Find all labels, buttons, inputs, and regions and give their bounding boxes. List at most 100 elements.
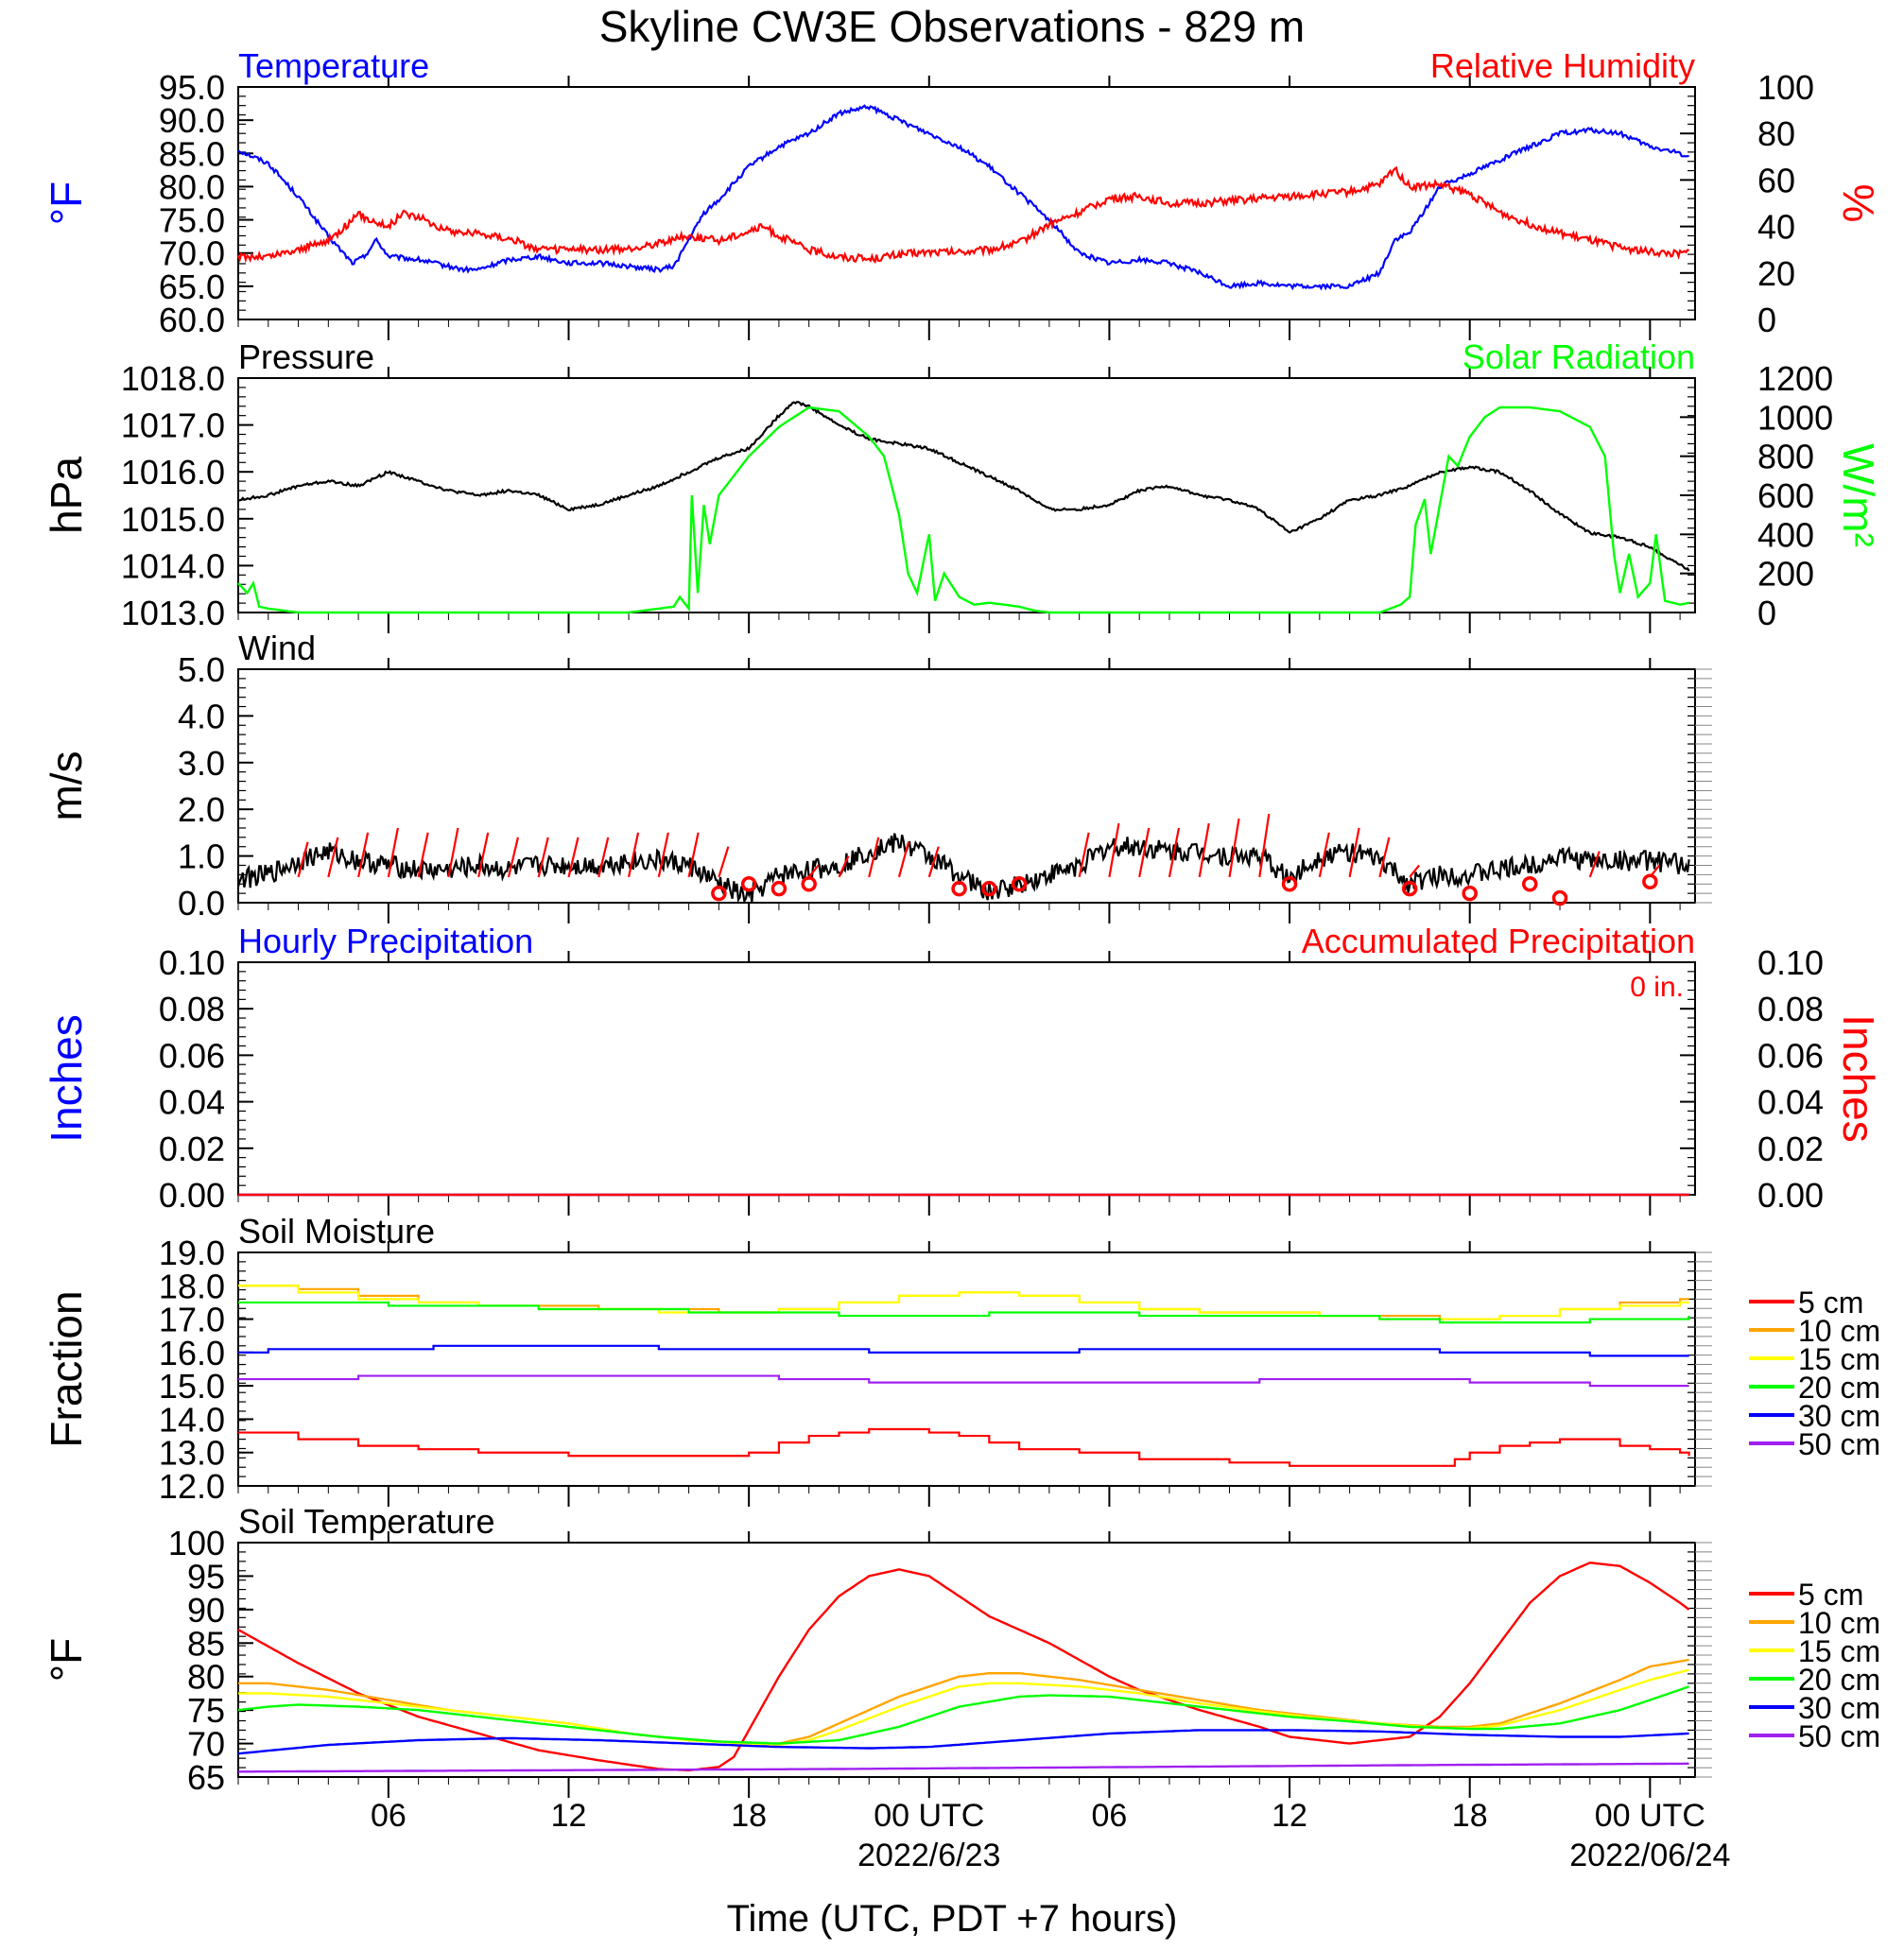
panel-title-right: Solar Radiation [1463, 337, 1695, 376]
wind-barb [1108, 822, 1120, 878]
y-tick-label: 16.0 [159, 1334, 225, 1372]
wind-barb [1588, 851, 1601, 878]
legend-label: 50 cm [1798, 1719, 1880, 1753]
y2-tick-label: 60 [1757, 161, 1795, 199]
plot-frame [237, 668, 1696, 904]
y2-tick-label: 0 [1757, 301, 1776, 339]
legend-label: 10 cm [1798, 1606, 1880, 1640]
panel-title-right: Relative Humidity [1430, 46, 1695, 85]
y-tick-label: 65.0 [159, 267, 225, 306]
wind-barb [718, 846, 730, 878]
panel-title-left: Temperature [238, 46, 429, 85]
y-tick-label: 85.0 [159, 134, 225, 173]
chart-panels: 60.065.070.075.080.085.090.095.0 0 20 40 60 8… [42, 46, 1883, 1798]
y-tick-label: 70.0 [159, 234, 225, 273]
x-tick-label: 18 [731, 1798, 767, 1834]
legend-label: 30 cm [1798, 1399, 1880, 1433]
y-tick-label: 80 [187, 1658, 225, 1697]
calm-marker [1401, 880, 1418, 897]
legend-label: 30 cm [1798, 1691, 1880, 1725]
legend-label: 20 cm [1798, 1663, 1880, 1697]
wind-barb [807, 864, 820, 878]
legend-label: 5 cm [1798, 1578, 1863, 1612]
panel-title-right: Accumulated Precipitation [1302, 922, 1695, 960]
y-tick-label: 65 [187, 1758, 225, 1797]
y2-axis-label: Inches [1834, 1014, 1883, 1143]
y2-tick-label: 0.04 [1757, 1083, 1824, 1122]
y-tick-label: 5.0 [178, 650, 225, 689]
y-tick-label: 0.10 [159, 943, 225, 982]
wind-barb [1078, 832, 1090, 878]
panel-title-left: Soil Temperature [238, 1502, 494, 1541]
y-tick-label: 0.02 [159, 1130, 225, 1168]
series-line-1 [237, 406, 1689, 614]
wind-barb [927, 846, 940, 878]
y-tick-label: 90 [187, 1591, 225, 1630]
wind-barb [897, 841, 910, 878]
wind-barb [838, 855, 850, 878]
legend-label: 50 cm [1798, 1427, 1880, 1461]
panel-pressure_solar: 1013.0 1014.0 1015.0 1016.0 1017.0 1018.0 0200… [42, 337, 1883, 633]
x-tick-label: 12 [1272, 1798, 1307, 1834]
y-tick-label: 85 [187, 1624, 225, 1663]
wind-barb [567, 837, 580, 878]
y2-tick-label: 40 [1757, 208, 1795, 247]
panel-wind: 0.0 1.0 2.0 3.0 4.0 5.0 Wind m/s [42, 629, 1712, 923]
series-line-5 cm [238, 1427, 1690, 1467]
series-line-30 cm [238, 1344, 1689, 1357]
wind-barb [1348, 827, 1360, 878]
wind-barb [327, 837, 339, 878]
y2-tick-label: 20 [1757, 254, 1795, 293]
y-axis-label: Inches [42, 1014, 91, 1143]
panel-temp_rh: 60.065.070.075.080.085.090.095.0 0 20 40 60 8… [42, 46, 1883, 340]
calm-marker [1462, 885, 1478, 902]
wind-barb [417, 832, 429, 878]
series-line-50 cm [238, 1374, 1689, 1388]
wind-barb [1138, 827, 1151, 878]
y-tick-label: 0.04 [159, 1083, 225, 1122]
y2-tick-label: 1000 [1757, 398, 1833, 437]
y-tick-label: 1016.0 [121, 453, 225, 492]
wind-barb [657, 832, 669, 878]
series-line-20 cm [237, 1685, 1690, 1745]
wind-barb [868, 837, 880, 878]
panel-title-left: Hourly Precipitation [238, 922, 533, 960]
wind-barb [687, 832, 700, 878]
y-tick-label: 0.06 [159, 1036, 225, 1075]
calm-marker [981, 880, 997, 897]
series-line-0 [237, 104, 1689, 291]
y2-tick-label: 600 [1757, 476, 1814, 515]
x-date-label: 2022/6/23 [857, 1838, 1000, 1873]
y-tick-label: 0.0 [178, 884, 225, 923]
legend-label: 20 cm [1798, 1371, 1880, 1405]
series-line-50 cm [238, 1762, 1689, 1773]
calm-marker [1281, 875, 1298, 892]
y-tick-label: 12.0 [159, 1467, 225, 1506]
y-tick-label: 13.0 [159, 1434, 225, 1473]
y-tick-label: 95.0 [159, 68, 225, 107]
x-axis: 06 12 18 00 UTC 2022/6/23 06 12 18 00 UTC 2022/06… [371, 1798, 1730, 1873]
wind-barb [1378, 837, 1391, 878]
wind-barb [627, 832, 640, 878]
y2-tick-label: 0 [1757, 594, 1776, 632]
legend-label: 15 cm [1798, 1342, 1880, 1376]
panel-soil_moisture: 12.013.014.015.016.017.018.019.0 Soil Moi… [42, 1212, 1880, 1507]
wind-barb [387, 827, 399, 878]
plot-frame [237, 1251, 1696, 1487]
y-tick-label: 15.0 [159, 1367, 225, 1406]
y-tick-label: 17.0 [159, 1301, 225, 1339]
panel-title-left: Wind [238, 629, 316, 667]
y2-tick-label: 0.00 [1757, 1176, 1824, 1215]
series-line-0 [237, 401, 1690, 572]
y-tick-label: 80.0 [159, 167, 225, 206]
y-tick-label: 90.0 [159, 101, 225, 140]
y2-tick-label: 100 [1757, 68, 1814, 107]
y-tick-label: 1.0 [178, 837, 225, 876]
series-line-30 cm [237, 1729, 1689, 1755]
y-tick-label: 1017.0 [121, 406, 225, 445]
x-axis-label: Time (UTC, PDT +7 hours) [727, 1898, 1178, 1940]
calm-marker [1011, 875, 1028, 892]
wind-barb [1318, 832, 1330, 878]
panel-precip: 0.00 0.02 0.04 0.06 0.08 0.10 0.00 0.02 0.04 0.06… [42, 922, 1883, 1216]
